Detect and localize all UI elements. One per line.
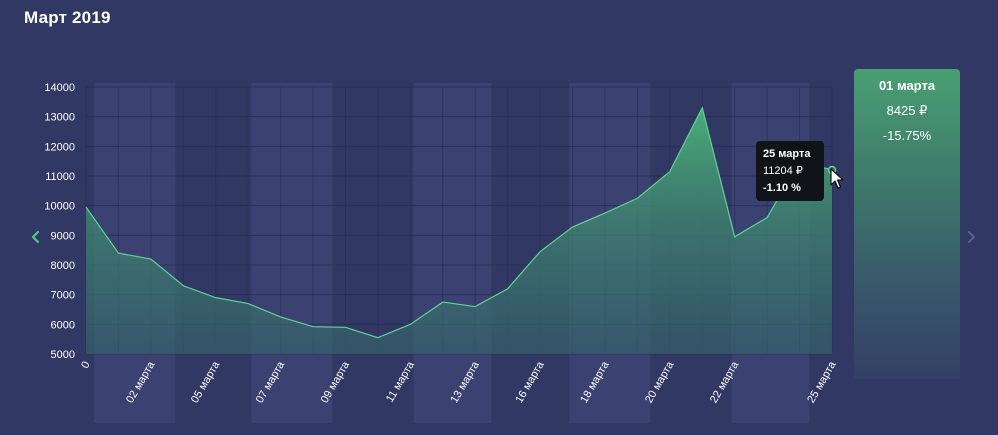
selected-day-date: 01 марта	[878, 78, 936, 93]
y-tick-label-4: 9000	[51, 230, 75, 242]
y-tick-label-7: 12000	[44, 141, 75, 153]
tooltip-date: 25 марта	[763, 148, 811, 160]
data-point-8[interactable]	[343, 325, 347, 329]
selected-day-price: 8425 ₽	[886, 103, 928, 118]
data-point-12[interactable]	[473, 305, 477, 309]
y-tick-label-8: 13000	[44, 112, 75, 124]
data-point-14[interactable]	[538, 250, 542, 254]
x-tick-label-0: 0	[79, 360, 92, 371]
x-tick-label-7: 16 марта	[513, 359, 547, 405]
tooltip-price: 11204 ₽	[763, 165, 803, 177]
data-point-3[interactable]	[181, 284, 185, 288]
y-tick-label-6: 11000	[45, 171, 75, 183]
data-point-20[interactable]	[733, 235, 737, 239]
tooltip-change: -1.10 %	[763, 182, 801, 194]
y-tick-label-1: 6000	[51, 319, 75, 331]
data-point-2[interactable]	[149, 257, 153, 261]
y-tick-label-5: 10000	[44, 201, 75, 213]
data-point-13[interactable]	[506, 287, 510, 291]
x-tick-label-5: 11 марта	[384, 359, 417, 405]
data-point-11[interactable]	[441, 300, 445, 304]
data-point-6[interactable]	[279, 315, 283, 319]
data-point-4[interactable]	[214, 296, 218, 300]
chevron-left-icon[interactable]	[28, 226, 44, 248]
x-tick-label-2: 05 марта	[189, 359, 223, 405]
data-point-10[interactable]	[408, 322, 412, 326]
data-point-0[interactable]	[84, 205, 88, 209]
page-title: Март 2019	[24, 8, 111, 27]
data-point-7[interactable]	[311, 325, 315, 329]
selected-day-panel[interactable]: 01 марта 8425 ₽ -15.75%	[854, 69, 960, 379]
selected-day-change: -15.75%	[882, 128, 932, 143]
data-point-21[interactable]	[765, 216, 769, 220]
series-area	[86, 107, 832, 355]
mouse-pointer-icon	[830, 168, 844, 190]
chart-band-2	[413, 83, 492, 423]
y-tick-label-9: 14000	[44, 82, 75, 94]
series-line	[85, 106, 833, 339]
data-point-9[interactable]	[376, 336, 380, 340]
y-tick-label-2: 7000	[51, 290, 75, 302]
chart-tooltip: 25 марта 11204 ₽ -1.10 %	[756, 141, 824, 201]
data-point-16[interactable]	[603, 211, 607, 215]
y-tick-label-0: 5000	[51, 349, 75, 361]
data-point-18[interactable]	[668, 170, 672, 174]
chevron-right-icon[interactable]	[963, 226, 979, 248]
x-tick-label-11: 25 марта	[805, 359, 839, 405]
data-point-1[interactable]	[116, 251, 120, 255]
data-point-5[interactable]	[246, 302, 250, 306]
chart-band-1	[251, 83, 333, 423]
data-point-19[interactable]	[700, 106, 704, 110]
data-point-15[interactable]	[571, 225, 575, 229]
data-point-17[interactable]	[635, 196, 639, 200]
y-tick-label-3: 8000	[51, 260, 75, 272]
